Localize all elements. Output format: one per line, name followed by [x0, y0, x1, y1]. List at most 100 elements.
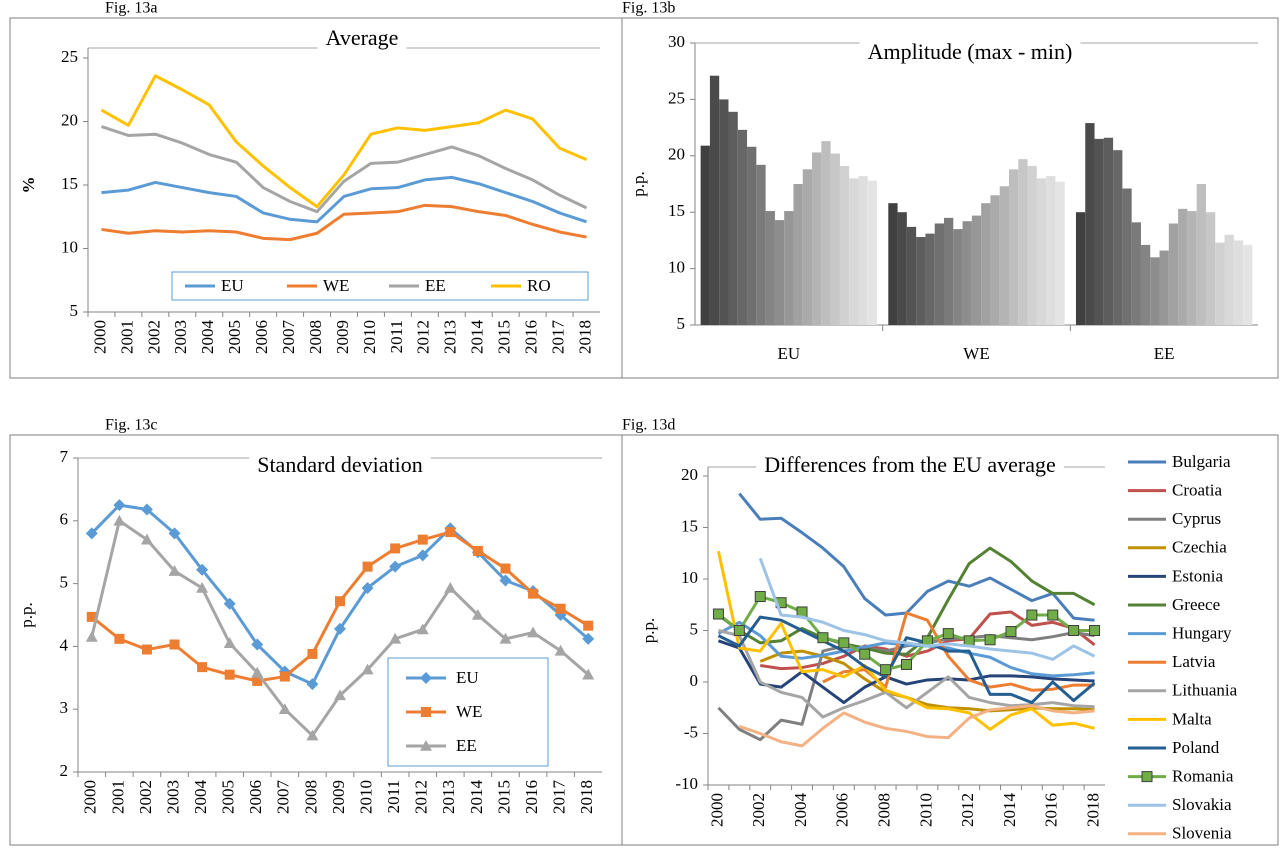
- x-tick-label: 2012: [414, 320, 433, 354]
- line: [717, 615, 1096, 705]
- marker: [168, 527, 181, 540]
- marker: [251, 638, 264, 651]
- bar: [821, 141, 831, 325]
- line: [760, 610, 1096, 671]
- marker: [901, 658, 912, 670]
- x-tick-label: 2017: [548, 320, 567, 355]
- marker: [113, 499, 126, 512]
- bar: [1187, 211, 1197, 325]
- marker: [420, 740, 432, 751]
- legend-label: WE: [456, 702, 482, 721]
- bar: [1215, 242, 1225, 325]
- x-tick-label: 2015: [495, 320, 514, 354]
- x-tick-label: 2016: [1042, 793, 1061, 827]
- marker: [555, 603, 566, 614]
- bar: [1008, 169, 1019, 325]
- marker: [196, 581, 209, 593]
- bar: [1085, 123, 1095, 325]
- marker: [361, 581, 374, 594]
- bar: [1205, 212, 1216, 325]
- marker: [389, 560, 402, 573]
- x-tick-label: 2007: [274, 780, 293, 815]
- marker: [1089, 625, 1101, 636]
- x-tick-label: 2009: [329, 780, 348, 814]
- bar: [839, 165, 850, 325]
- y-tick-label: 15: [681, 516, 698, 535]
- marker: [500, 563, 511, 574]
- bar: [1027, 165, 1037, 325]
- marker: [168, 565, 181, 576]
- x-tick-label: 2002: [136, 780, 155, 814]
- marker: [582, 668, 595, 680]
- marker: [859, 648, 871, 660]
- x-tick-label: WE: [963, 344, 989, 363]
- x-tick-label: 2013: [441, 320, 460, 354]
- x-tick-label: 2011: [384, 780, 403, 813]
- marker: [444, 581, 457, 593]
- y-tick-label: 15: [668, 201, 685, 220]
- bar: [1150, 257, 1160, 325]
- marker: [306, 729, 319, 741]
- marker: [307, 648, 318, 659]
- marker: [335, 596, 345, 607]
- y-tick-label: 7: [60, 447, 69, 466]
- bar: [1224, 234, 1234, 325]
- y-tick-label: 0: [690, 671, 699, 690]
- bar: [784, 211, 794, 325]
- x-tick-label: 2012: [412, 780, 431, 814]
- marker: [416, 623, 429, 635]
- x-tick-label: 2000: [81, 780, 100, 814]
- marker: [499, 632, 512, 644]
- chart-title: Differences from the EU average: [764, 452, 1056, 477]
- legend-label: Estonia: [1172, 566, 1223, 585]
- x-tick-label: 2014: [467, 780, 486, 815]
- marker: [114, 633, 125, 644]
- bar: [756, 164, 766, 325]
- x-tick-label: 2008: [875, 793, 894, 827]
- marker: [389, 632, 402, 644]
- line: [758, 557, 1096, 661]
- line: [717, 639, 1095, 705]
- marker: [197, 662, 208, 673]
- x-tick-label: 2010: [360, 320, 379, 354]
- legend-label: Cyprus: [1172, 509, 1221, 528]
- marker: [86, 611, 97, 622]
- marker: [838, 637, 850, 649]
- bar: [1178, 208, 1188, 325]
- bar: [812, 152, 822, 325]
- title-background: [317, 25, 407, 51]
- marker: [140, 533, 153, 545]
- y-tick-label: 6: [60, 510, 69, 529]
- marker: [445, 527, 456, 538]
- y-tick-label: -10: [675, 774, 698, 793]
- bar: [765, 211, 775, 325]
- bar: [1113, 150, 1123, 325]
- bar: [1036, 178, 1047, 325]
- bar: [830, 153, 840, 325]
- legend-label: EU: [456, 668, 479, 687]
- bar: [888, 203, 898, 325]
- legend-label: Czechia: [1172, 538, 1227, 557]
- marker: [306, 678, 319, 691]
- legend-label: Poland: [1172, 738, 1220, 757]
- y-tick-label: -5: [684, 722, 698, 741]
- x-tick-label: 2012: [958, 793, 977, 827]
- legend-label: Croatia: [1172, 481, 1222, 500]
- bar: [719, 99, 729, 326]
- marker: [196, 563, 209, 576]
- chart-title: Standard deviation: [257, 452, 423, 477]
- bar: [1075, 212, 1086, 325]
- marker: [1047, 609, 1059, 621]
- x-tick-label: 2008: [306, 320, 325, 354]
- y-axis-label: p.p.: [17, 602, 36, 628]
- x-tick-label: 2016: [522, 320, 541, 354]
- bar: [981, 203, 991, 325]
- x-tick-label: 2016: [522, 780, 541, 814]
- marker: [880, 664, 892, 676]
- y-tick-label: 20: [681, 465, 698, 484]
- line: [101, 125, 588, 214]
- legend-label: Lithuania: [1172, 681, 1238, 700]
- marker: [416, 549, 429, 562]
